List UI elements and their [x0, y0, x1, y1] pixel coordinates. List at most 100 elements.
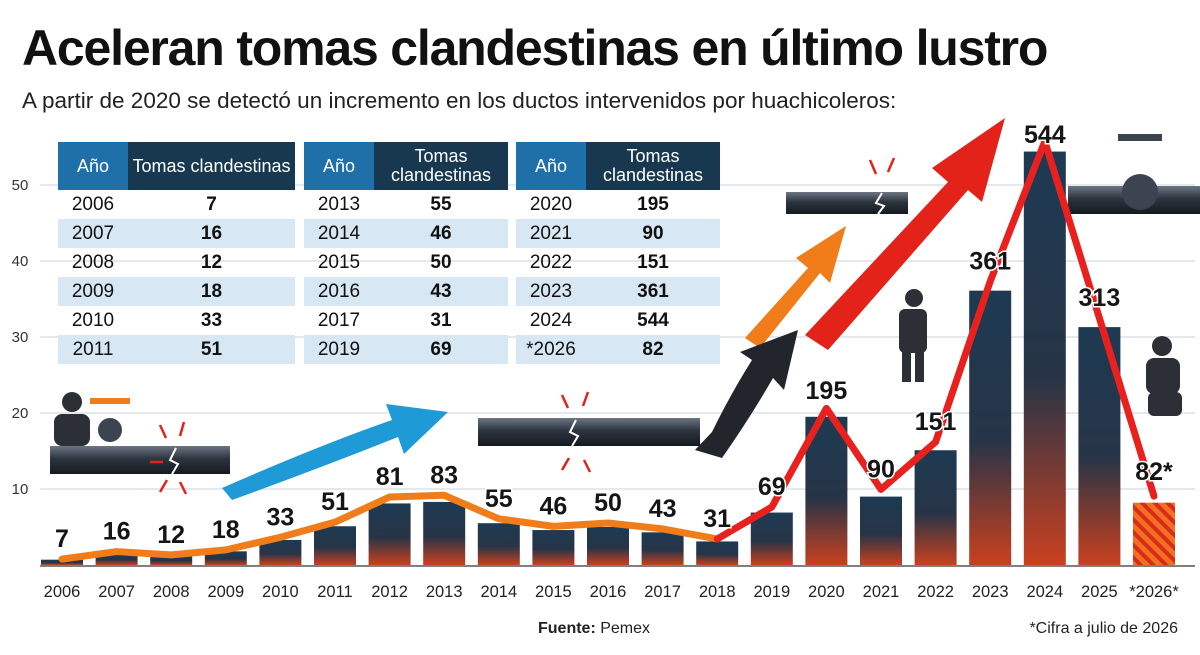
data-labels: 7 16 12 18 33 51 81 83 55 46 50 43 31 69 195 90 151 361 54…: [54, 120, 1175, 555]
pipe-icon: [786, 192, 908, 214]
dark-arrow-icon: [695, 330, 798, 458]
chart-title: Aceleran tomas clandestinas en último lu…: [22, 20, 1048, 76]
x-tick-label: 2007: [98, 583, 135, 601]
crack-icon: [874, 192, 886, 215]
valve-icon: [98, 418, 122, 442]
bar-2013: [423, 501, 466, 565]
table-header-year: Año: [304, 142, 374, 190]
x-tick-label: 2021: [863, 583, 900, 601]
source-note: Fuente: Pemex: [538, 620, 650, 638]
data-label: 43: [649, 495, 677, 523]
x-tick-label: 2020: [808, 583, 845, 601]
y-tick-label: 40: [12, 253, 29, 270]
table-cell-value: 31: [430, 309, 452, 331]
decorations: [50, 118, 1200, 500]
table-cell-year: 2015: [317, 251, 361, 273]
data-table-3: Año Tomas clandestinas 2020 195 2021 90 20…: [516, 142, 720, 364]
data-label: 46: [539, 492, 567, 520]
bar-2021: [860, 496, 902, 565]
valve-icon: [1122, 174, 1158, 210]
table-cell-value: 90: [586, 219, 720, 248]
bar-2022: [914, 450, 957, 565]
bar-2012: [368, 503, 411, 565]
worker-silhouette-icon: [899, 289, 927, 382]
y-tick-label: 20: [12, 405, 29, 422]
table-cell-value: 12: [200, 251, 223, 273]
data-label: 31: [703, 505, 731, 533]
x-tick-label: 2008: [153, 583, 190, 601]
pipe-icon: [50, 446, 230, 474]
bar-2026: [1133, 502, 1175, 565]
y-tick-label: 10: [12, 481, 29, 498]
x-tick-label: 2023: [972, 583, 1009, 601]
table-cell-year: 2020: [529, 193, 573, 215]
bar-2016: [587, 527, 629, 565]
table-cell-year: *2026: [516, 335, 586, 364]
data-label: 90: [867, 455, 895, 483]
table-header-value: Tomas clandestinas: [374, 142, 508, 190]
x-tick-label: 2019: [753, 583, 790, 601]
x-tick-label: 2015: [535, 583, 572, 601]
big-red-arrow-icon: [805, 118, 1005, 350]
data-label: 16: [103, 518, 131, 546]
x-axis: 2006 2007 2008 2009 2010 2011 2012 2013 2014 2015…: [44, 583, 1180, 601]
table-cell-value: 50: [430, 251, 452, 273]
orange-arrow-icon: [745, 226, 846, 348]
data-table-2: Año Tomas clandestinas 2013 55 2014 46 201…: [304, 142, 508, 364]
table-cell-year: 2011: [58, 335, 128, 364]
bar-2011: [314, 526, 356, 565]
x-tick-label: 2014: [480, 583, 517, 601]
table-cell-value: 55: [430, 193, 452, 215]
table-cell-year: 2023: [516, 277, 586, 306]
bar-2015: [532, 530, 575, 565]
data-label: 51: [321, 488, 349, 516]
table-cell-value: 195: [637, 193, 669, 215]
x-tick-label: 2018: [699, 583, 736, 601]
x-tick-label: 2013: [426, 583, 463, 601]
data-label: 151: [915, 408, 957, 436]
x-tick-label: 2025: [1081, 583, 1118, 601]
pipe-icon: [478, 418, 700, 446]
table-header-year: Año: [58, 142, 128, 190]
data-label: 55: [485, 485, 513, 513]
table-header-value: Tomas clandestinas: [128, 142, 295, 190]
burst-icon: [150, 421, 188, 495]
x-tick-label: 2024: [1026, 583, 1063, 601]
source-value: Pemex: [600, 620, 651, 637]
bar-2023: [969, 290, 1012, 565]
y-tick-label: 50: [12, 177, 29, 194]
table-cell-value: 46: [374, 219, 508, 248]
table-cell-value: 43: [374, 277, 508, 306]
bar-2008: [150, 555, 193, 565]
table-header-year: Año: [516, 142, 586, 190]
chart-subtitle: A partir de 2020 se detectó un increment…: [22, 88, 897, 113]
crack-icon: [568, 419, 580, 447]
bar-2024: [1023, 151, 1066, 565]
burst-icon: [868, 157, 896, 175]
table-cell-value: 82: [586, 335, 720, 364]
data-label: 83: [430, 461, 458, 489]
bar-2019: [750, 512, 793, 565]
table-cell-year: 2006: [71, 193, 115, 215]
table-cell-year: 2019: [304, 335, 374, 364]
table-cell-year: 2016: [304, 277, 374, 306]
data-label: 81: [376, 463, 404, 491]
table-cell-year: 2021: [516, 219, 586, 248]
table-cell-value: 69: [374, 335, 508, 364]
bar-2014: [477, 523, 520, 565]
table-header-value: Tomas clandestinas: [586, 142, 720, 190]
table-cell-value: 544: [637, 309, 669, 331]
blue-arrow-icon: [222, 404, 448, 500]
bar-2020: [805, 416, 848, 565]
table-cell-year: 2014: [304, 219, 374, 248]
table-cell-value: 361: [586, 277, 720, 306]
table-cell-value: 18: [128, 277, 295, 306]
x-tick-label: 2009: [207, 583, 244, 601]
table-cell-value: 7: [206, 193, 217, 215]
worker-silhouette-icon: [1146, 336, 1182, 416]
trend-line-early: [58, 491, 721, 563]
x-tick-label: 2012: [371, 583, 408, 601]
table-cell-year: 2022: [529, 251, 573, 273]
x-tick-label: 2022: [917, 583, 954, 601]
table-cell-year: 2010: [71, 309, 115, 331]
